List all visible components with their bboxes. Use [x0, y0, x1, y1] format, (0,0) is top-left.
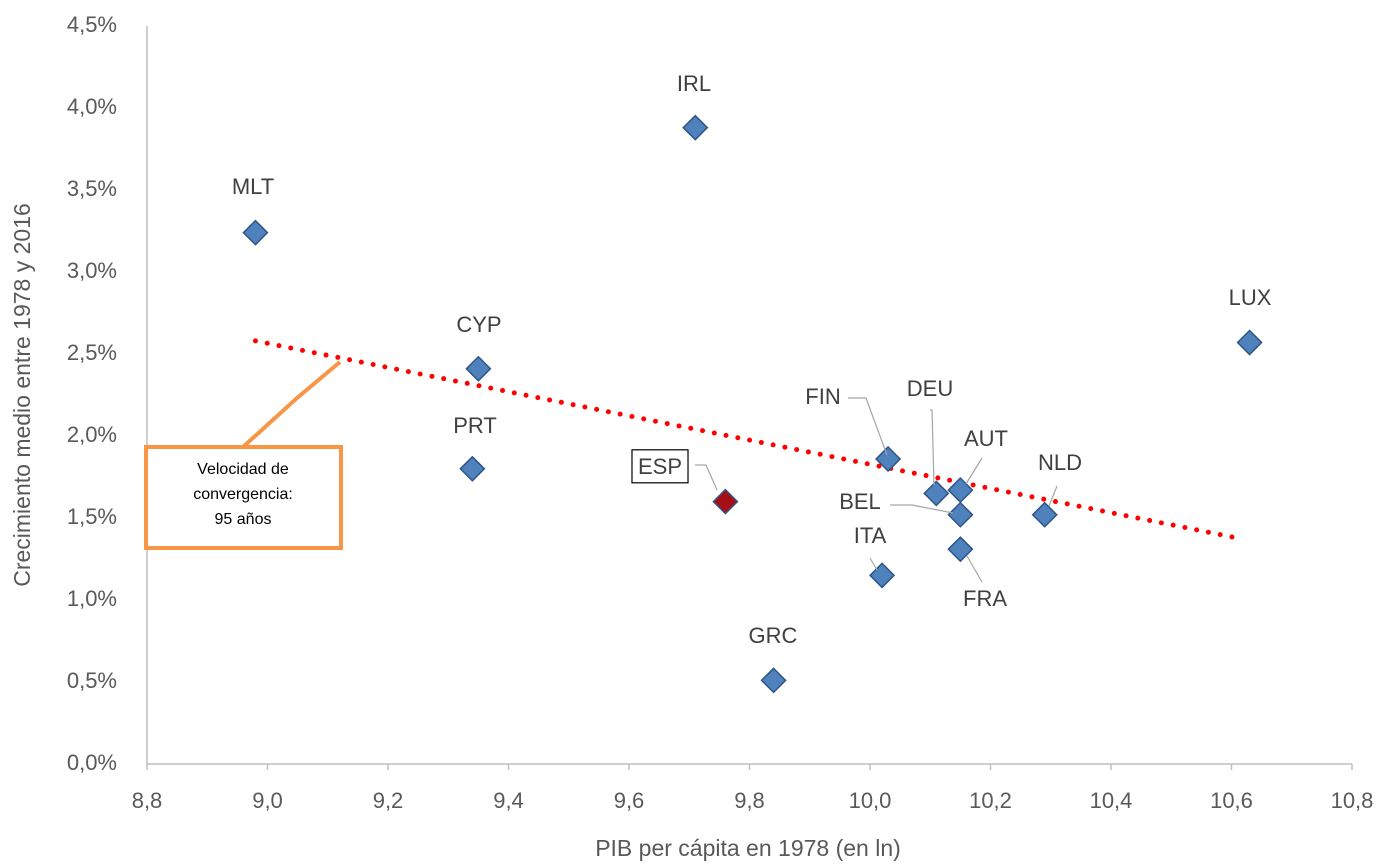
x-tick-label: 9,2 — [373, 788, 404, 813]
point-label: PRT — [453, 413, 497, 438]
point-label: FRA — [963, 586, 1007, 611]
leader-line — [930, 409, 935, 486]
y-tick-label: 1,5% — [67, 504, 117, 529]
y-tick-label: 3,0% — [67, 258, 117, 283]
point-label: MLT — [232, 174, 274, 199]
leader-line — [848, 397, 888, 456]
x-tick-label: 9,4 — [493, 788, 524, 813]
x-tick-label: 10,2 — [969, 788, 1012, 813]
leader-line — [965, 457, 983, 485]
data-point — [465, 355, 492, 382]
y-axis-title: Crecimiento medio entre 1978 y 2016 — [9, 203, 35, 587]
leader-line — [869, 557, 878, 571]
y-tick-label: 0,0% — [67, 750, 117, 775]
leader-line — [1048, 485, 1058, 507]
x-axis-title: PIB per cápita en 1978 (en ln) — [595, 835, 901, 861]
leader-line — [890, 504, 954, 514]
data-point — [459, 455, 486, 482]
point-label: IRL — [677, 71, 711, 96]
data-point — [1236, 329, 1263, 356]
annotation-box — [144, 445, 343, 550]
point-label: BEL — [839, 489, 881, 514]
point-label: ITA — [854, 523, 887, 548]
annotation-text: Velocidad de — [197, 461, 289, 478]
point-label: GRC — [749, 623, 798, 648]
data-point — [947, 501, 974, 528]
x-tick-label: 10,4 — [1090, 788, 1133, 813]
data-point — [712, 488, 739, 515]
y-tick-label: 2,0% — [67, 422, 117, 447]
data-point — [1031, 501, 1058, 528]
point-label: ESP — [638, 454, 682, 479]
y-tick-label: 2,5% — [67, 340, 117, 365]
y-tick-label: 4,0% — [67, 94, 117, 119]
leader-line — [966, 555, 983, 583]
point-label: NLD — [1038, 450, 1082, 475]
x-tick-label: 8,8 — [132, 788, 163, 813]
x-tick-label: 10,8 — [1331, 788, 1374, 813]
data-point — [875, 445, 902, 473]
data-point — [923, 480, 950, 507]
annotation-text: convergencia: — [193, 486, 293, 503]
y-tick-label: 0,5% — [67, 668, 117, 693]
y-tick-label: 3,5% — [67, 176, 117, 201]
leader-line — [695, 464, 718, 491]
x-tick-label: 9,8 — [734, 788, 765, 813]
y-tick-label: 4,5% — [67, 12, 117, 37]
data-point — [947, 477, 974, 504]
data-point — [868, 562, 896, 589]
annotation-connector — [241, 360, 342, 449]
x-tick-label: 10,0 — [849, 788, 892, 813]
trendline — [252, 338, 1247, 542]
point-label: LUX — [1229, 285, 1272, 310]
x-tick-label: 10,6 — [1210, 788, 1253, 813]
point-label: CYP — [456, 312, 501, 337]
label-box — [631, 449, 689, 484]
data-point — [242, 219, 269, 246]
point-label: FIN — [805, 384, 840, 409]
point-label: AUT — [964, 426, 1008, 451]
data-point — [682, 114, 709, 141]
y-tick-label: 1,0% — [67, 586, 117, 611]
data-point — [760, 667, 787, 694]
point-label: DEU — [907, 376, 953, 401]
x-tick-label: 9,6 — [614, 788, 645, 813]
data-point — [947, 536, 974, 563]
annotation-text: 95 años — [215, 511, 272, 528]
x-tick-label: 9,0 — [252, 788, 283, 813]
